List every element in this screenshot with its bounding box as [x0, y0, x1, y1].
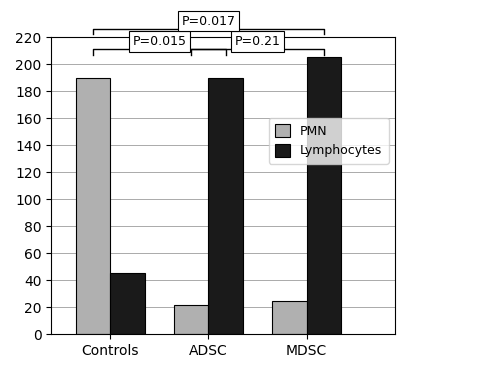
Bar: [306, 57, 341, 334]
Legend: PMN, Lymphocytes: PMN, Lymphocytes: [269, 117, 388, 164]
Bar: [174, 305, 208, 334]
Bar: [272, 301, 306, 334]
Text: P=0.015: P=0.015: [132, 35, 186, 48]
Text: P=0.017: P=0.017: [182, 15, 236, 28]
Text: P=0.21: P=0.21: [234, 35, 281, 48]
Bar: [208, 78, 243, 334]
Bar: [76, 78, 110, 334]
Bar: [110, 273, 144, 334]
